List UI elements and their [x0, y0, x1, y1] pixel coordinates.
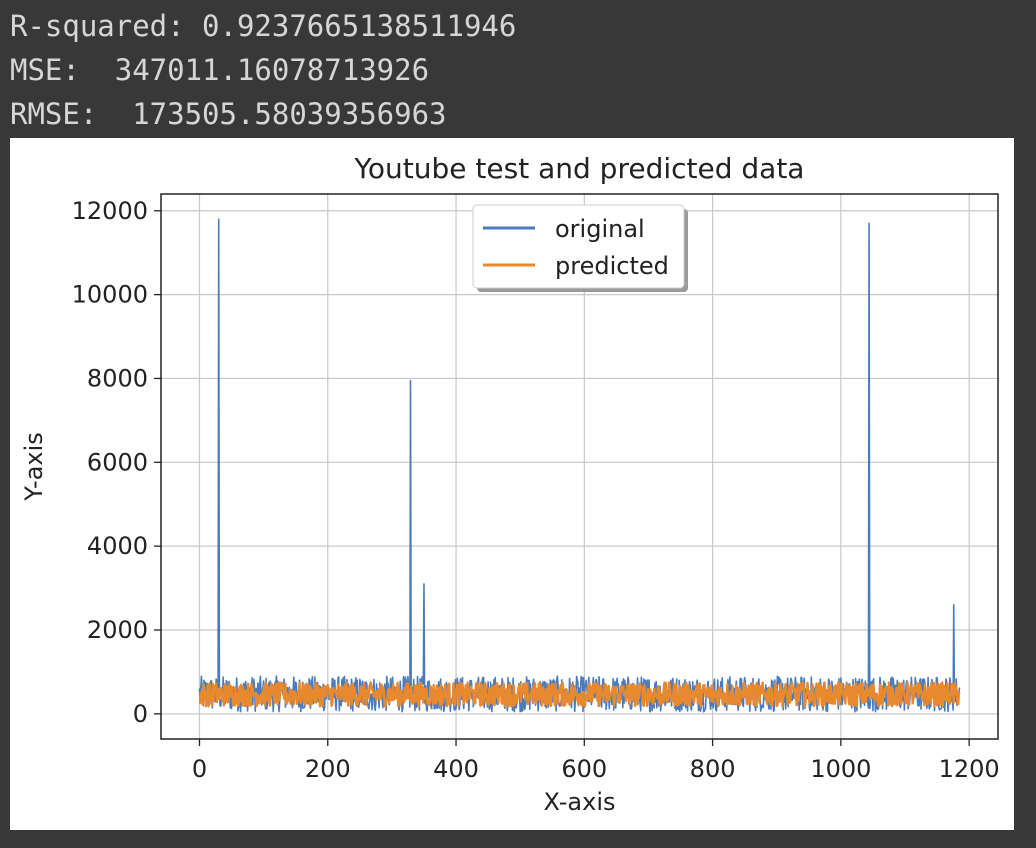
- mse-output: MSE: 347011.16078713926: [10, 53, 430, 87]
- y-tick-label: 12000: [72, 197, 148, 225]
- chart-title: Youtube test and predicted data: [354, 152, 805, 185]
- legend: original predicted: [472, 204, 688, 292]
- y-tick-label: 8000: [87, 364, 148, 392]
- axes-frame: [160, 193, 999, 740]
- y-tick-label: 4000: [87, 532, 148, 560]
- y-tick-label: 10000: [72, 281, 148, 309]
- x-tick-label: 0: [192, 755, 207, 783]
- series-layer: [198, 218, 961, 713]
- series-line-predicted: [198, 681, 961, 708]
- x-tick-label: 800: [690, 755, 736, 783]
- y-ticks: 0 2000 4000 6000 8000 10000 12000: [72, 197, 161, 728]
- y-tick-label: 6000: [87, 448, 148, 476]
- line-chart: 0 200 400 600 800 1000 1200 0 2000 4000 6000 8000 1…: [20, 152, 1000, 816]
- series-line-original: [198, 218, 961, 713]
- legend-label-original: original: [555, 215, 645, 243]
- y-tick-label: 2000: [87, 616, 148, 644]
- y-tick-label: 0: [133, 700, 148, 728]
- x-tick-label: 1200: [939, 755, 1000, 783]
- x-tick-label: 1000: [810, 755, 871, 783]
- r-squared-output: R-squared: 0.9237665138511946: [10, 9, 517, 43]
- legend-box: [472, 204, 685, 289]
- x-tick-label: 400: [433, 755, 479, 783]
- chart-figure: 0 200 400 600 800 1000 1200 0 2000 4000 6000 8000 1…: [10, 138, 1014, 830]
- x-tick-label: 200: [305, 755, 351, 783]
- x-axis-label: X-axis: [544, 788, 616, 816]
- y-axis-label: Y-axis: [20, 432, 48, 502]
- x-tick-label: 600: [561, 755, 607, 783]
- legend-label-predicted: predicted: [555, 252, 669, 280]
- rmse-output: RMSE: 173505.58039356963: [10, 97, 447, 131]
- x-ticks: 0 200 400 600 800 1000 1200: [192, 739, 1000, 783]
